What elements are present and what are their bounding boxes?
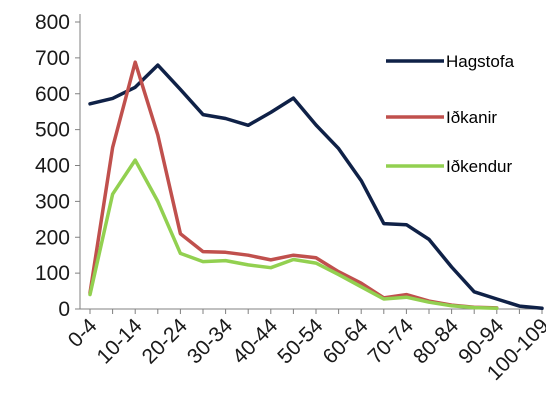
x-tick-label: 80-84 xyxy=(409,314,463,368)
y-tick-label: 100 xyxy=(35,262,70,285)
y-tick-label: 300 xyxy=(35,190,70,213)
y-tick-label: 0 xyxy=(58,298,70,321)
x-tick-label: 10-14 xyxy=(92,314,146,368)
y-tick-label: 200 xyxy=(35,226,70,249)
y-tick-label: 800 xyxy=(35,11,70,34)
y-tick-label: 600 xyxy=(35,83,70,106)
series-line-iðkendur xyxy=(88,158,499,311)
series-line-hagstofa xyxy=(88,63,544,311)
y-axis-ticks: 0 100 200 300 400 500 600 700 800 xyxy=(35,11,80,321)
x-tick-label: 30-34 xyxy=(183,314,237,368)
legend-label: Iðkendur xyxy=(446,157,512,176)
series-lines xyxy=(88,60,544,311)
x-axis-ticks: 0-410-1420-2430-3440-4450-5460-6470-7480… xyxy=(64,309,546,385)
x-tick-label: 20-24 xyxy=(138,314,192,368)
legend-label: Iðkanir xyxy=(446,108,497,127)
y-tick-label: 500 xyxy=(35,119,70,142)
y-tick-label: 400 xyxy=(35,155,70,178)
x-tick-label: 40-44 xyxy=(228,314,282,368)
x-tick-label: 70-74 xyxy=(364,314,418,368)
legend: Hagstofa Iðkanir Iðkendur xyxy=(386,52,515,176)
y-tick-label: 700 xyxy=(35,47,70,70)
legend-label: Hagstofa xyxy=(446,52,515,71)
axes xyxy=(79,14,542,310)
x-tick-label: 60-64 xyxy=(318,314,372,368)
x-tick-label: 50-54 xyxy=(273,314,327,368)
